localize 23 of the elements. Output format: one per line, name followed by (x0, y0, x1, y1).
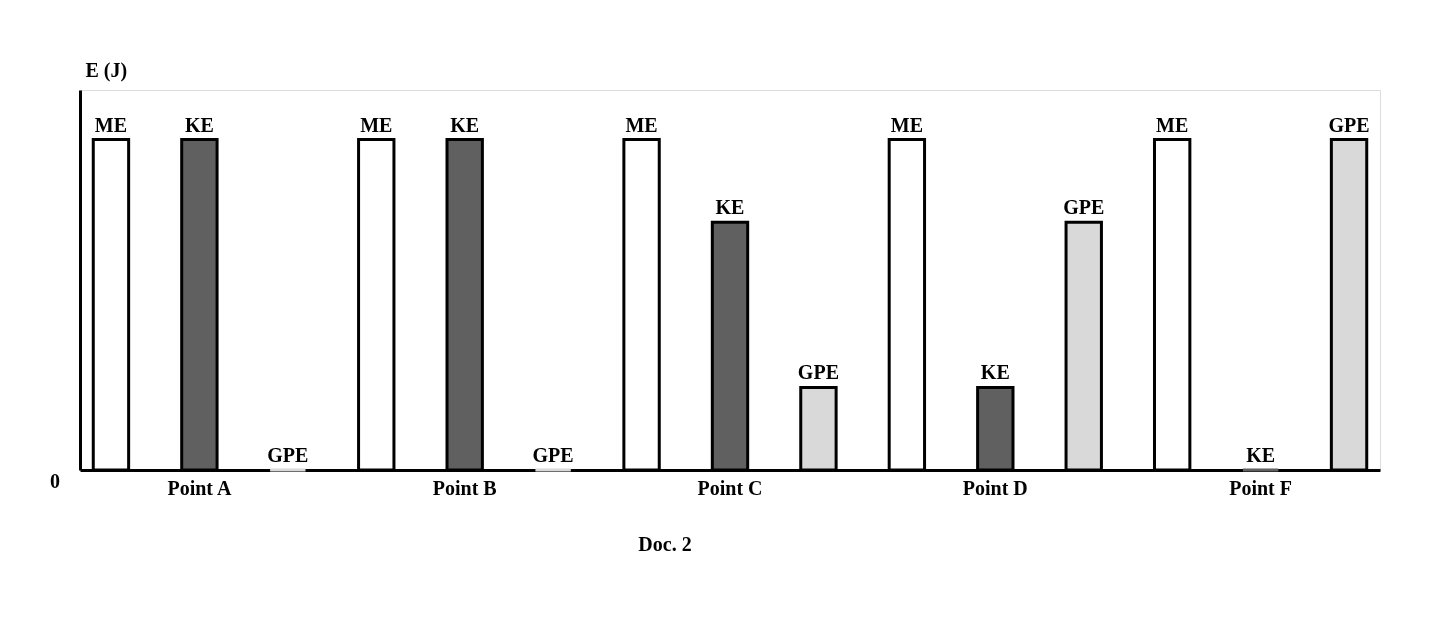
text: ME (360, 113, 393, 136)
x-tick-label: Point F (1229, 476, 1292, 499)
text: GPE (1328, 113, 1370, 136)
y-axis-title: E (J) (85, 58, 128, 82)
text: KE (450, 113, 480, 136)
text: KE (1246, 444, 1276, 466)
series-label: KE (184, 113, 214, 136)
text: ME (890, 113, 923, 136)
text: Doc. 2 (638, 533, 692, 555)
text: KE (715, 196, 745, 219)
text: KE (980, 361, 1010, 384)
text: 0 (50, 470, 60, 492)
x-tick-label: Point D (962, 476, 1028, 499)
series-label: ME (94, 113, 128, 136)
text: ME (625, 113, 658, 136)
x-tick-label: Point C (697, 476, 763, 499)
text: GPE (797, 361, 839, 384)
text: ME (1156, 113, 1189, 136)
text: GPE (267, 444, 309, 466)
series-label: GPE (1063, 196, 1105, 219)
x-tick-label: Point B (432, 476, 497, 499)
text: GPE (532, 444, 574, 466)
x-tick-label: Point A (167, 476, 232, 499)
